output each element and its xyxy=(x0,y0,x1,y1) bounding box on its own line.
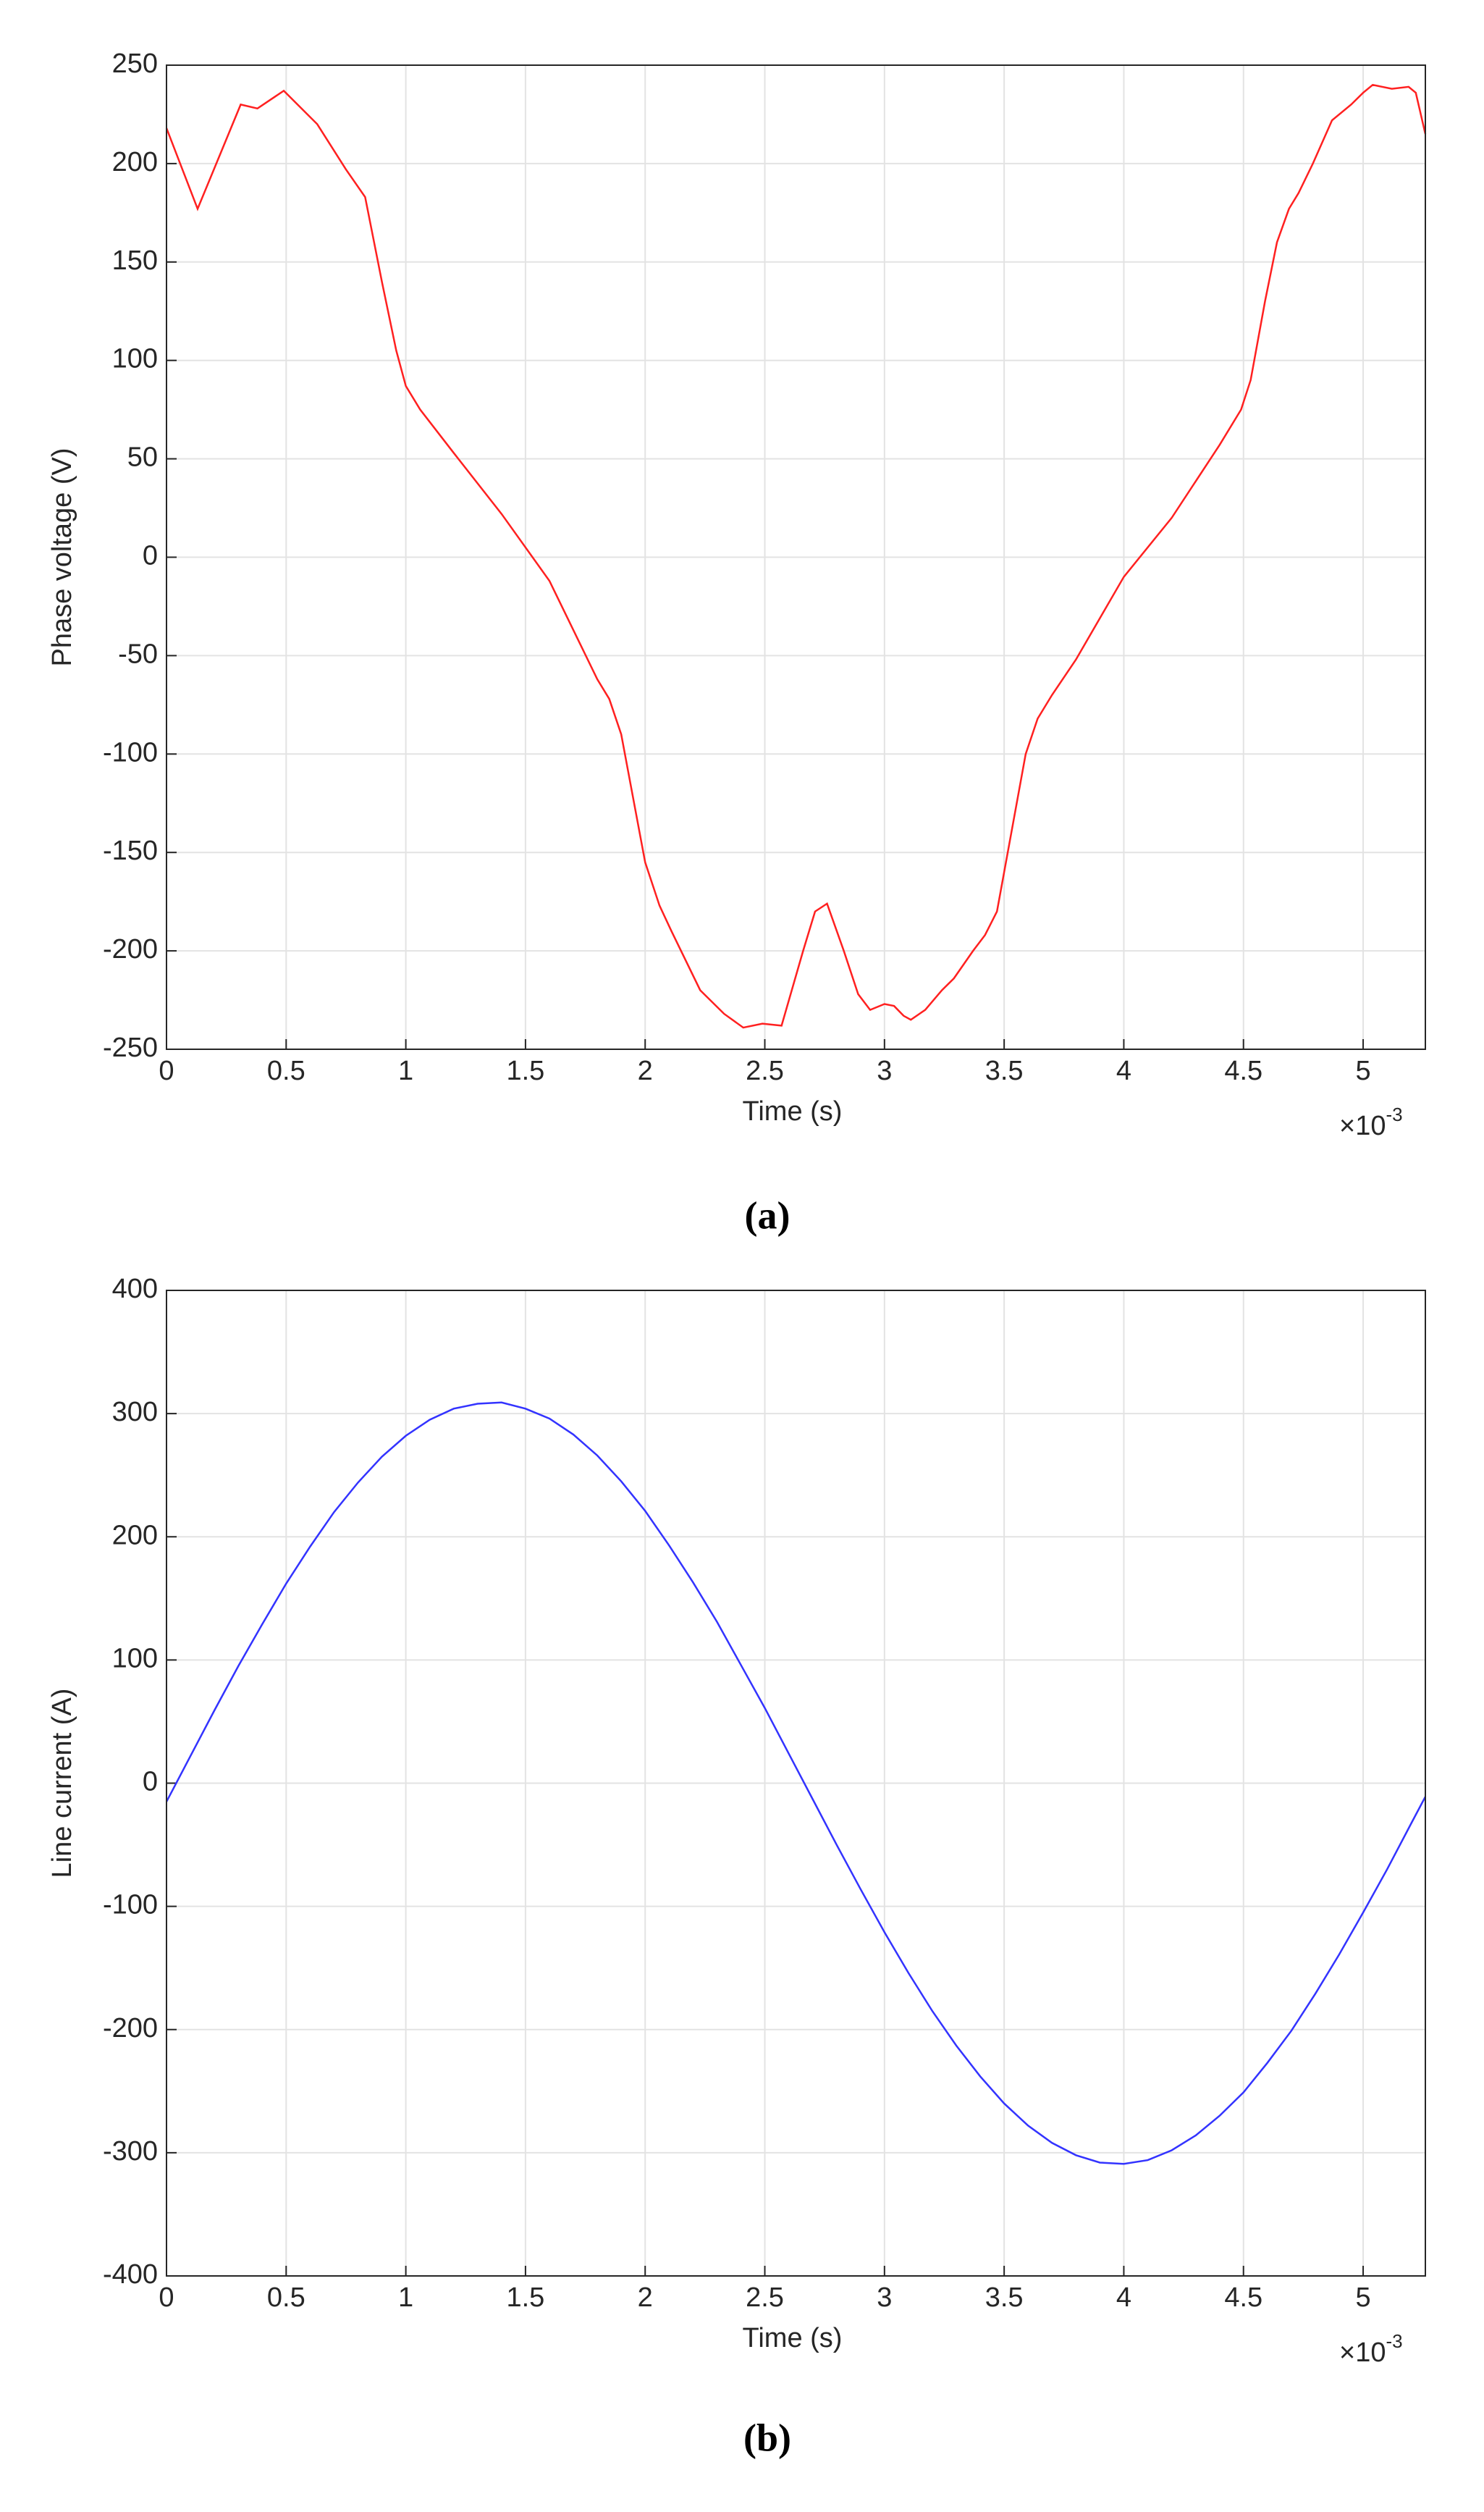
x-exponent-label: ×10-3 xyxy=(1339,2330,1403,2368)
x-tick-label: 2.5 xyxy=(746,2282,784,2313)
y-tick-label: 150 xyxy=(112,245,158,276)
y-tick-label: -300 xyxy=(103,2136,158,2167)
x-multiplier: ×10 xyxy=(1339,1111,1386,1141)
y-tick-label: 50 xyxy=(127,442,158,473)
y-tick-label: -400 xyxy=(103,2259,158,2290)
y-tick-label: 100 xyxy=(112,344,158,374)
x-tick-label: 3.5 xyxy=(985,1056,1024,1086)
y-tick-label: 250 xyxy=(112,49,158,79)
y-tick-label: -250 xyxy=(103,1033,158,1063)
y-tick-label: 400 xyxy=(112,1274,158,1304)
y-tick-label: -200 xyxy=(103,2013,158,2043)
x-tick-label: 1.5 xyxy=(506,1056,544,1086)
x-tick-label: 5 xyxy=(1355,1056,1370,1086)
x-exponent: -3 xyxy=(1386,1104,1402,1125)
x-axis-label: Time (s) xyxy=(743,2323,843,2353)
x-tick-label: 1.5 xyxy=(506,2282,544,2313)
data-line xyxy=(165,83,1427,1029)
y-tick-label: 0 xyxy=(143,1767,158,1797)
x-tick-label: 2 xyxy=(638,2282,653,2313)
y-tick-label: -150 xyxy=(103,836,158,866)
caption: (a) xyxy=(745,1193,791,1237)
x-tick-label: 3 xyxy=(877,2282,892,2313)
x-tick-label: 4 xyxy=(1116,2282,1131,2313)
y-tick-label: 200 xyxy=(112,1520,158,1550)
y-tick-label: 200 xyxy=(112,147,158,177)
y-tick-label: 100 xyxy=(112,1643,158,1673)
y-tick-label: -200 xyxy=(103,934,158,965)
y-tick-label: 300 xyxy=(112,1397,158,1427)
caption: (b) xyxy=(743,2416,791,2459)
x-tick-label: 5 xyxy=(1355,2282,1370,2313)
x-tick-label: 0 xyxy=(159,2282,174,2313)
x-tick-label: 0 xyxy=(159,1056,174,1086)
x-tick-label: 2.5 xyxy=(746,1056,784,1086)
x-tick-label: 4.5 xyxy=(1224,2282,1262,2313)
x-tick-label: 1 xyxy=(398,2282,413,2313)
x-exponent: -3 xyxy=(1386,2330,1402,2352)
axes-box xyxy=(166,64,1426,1050)
x-axis-label: Time (s) xyxy=(743,1096,843,1127)
x-tick-label: 3.5 xyxy=(985,2282,1024,2313)
x-tick-label: 2 xyxy=(638,1056,653,1086)
axes-box xyxy=(166,1290,1426,2277)
data-line xyxy=(165,1401,1427,2165)
x-multiplier: ×10 xyxy=(1339,2337,1386,2368)
x-tick-label: 4 xyxy=(1116,1056,1131,1086)
x-tick-label: 0.5 xyxy=(267,1056,305,1086)
x-tick-label: 1 xyxy=(398,1056,413,1086)
x-tick-label: 0.5 xyxy=(267,2282,305,2313)
y-axis-label: Line current (A) xyxy=(47,1689,77,1878)
x-exponent-label: ×10-3 xyxy=(1339,1104,1403,1141)
x-tick-label: 4.5 xyxy=(1224,1056,1262,1086)
y-tick-label: -50 xyxy=(118,639,158,669)
x-tick-label: 3 xyxy=(877,1056,892,1086)
y-tick-label: 0 xyxy=(143,541,158,571)
y-axis-label: Phase voltage (V) xyxy=(47,448,77,666)
y-tick-label: -100 xyxy=(103,1890,158,1920)
y-tick-label: -100 xyxy=(103,737,158,768)
